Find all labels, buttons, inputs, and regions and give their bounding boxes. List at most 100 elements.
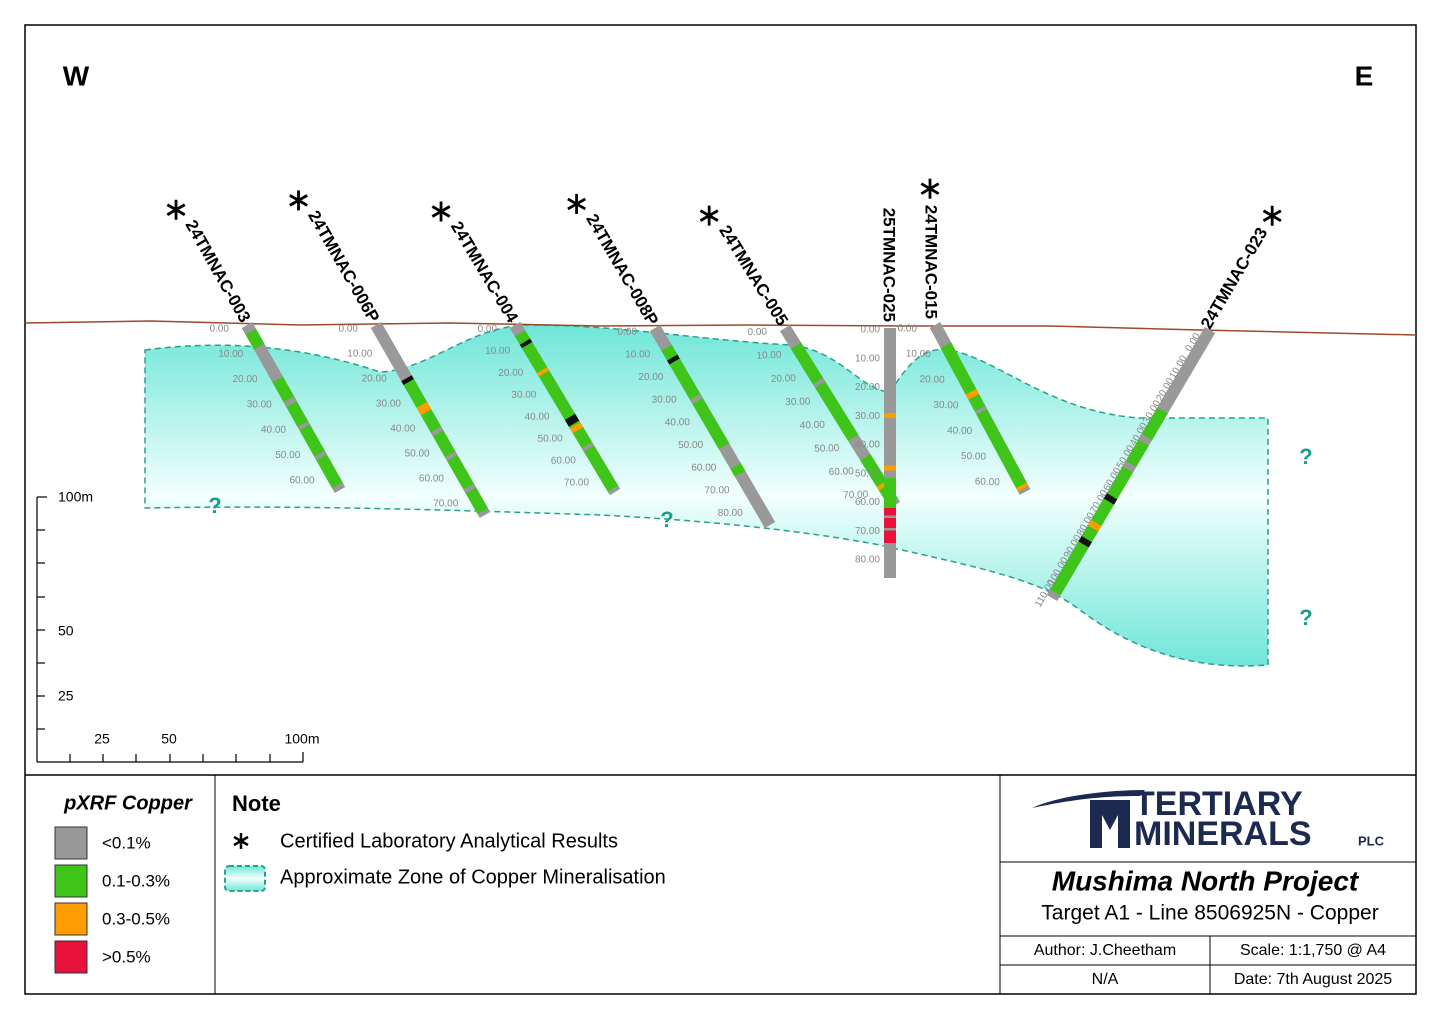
grade-interval: [514, 330, 619, 492]
depth-label: 70.00: [855, 526, 880, 537]
depth-label: 30.00: [855, 411, 880, 422]
depth-label: 40.00: [261, 425, 287, 436]
depth-label: 10.00: [485, 346, 511, 357]
grade-interval: [314, 450, 327, 460]
grade-interval: [1138, 434, 1152, 446]
topography: [24, 320, 1417, 336]
drillhole: 0.00 10.00 20.00 30.00 40.00 50.00 60.00 24TMNA…: [897, 205, 1031, 495]
depth-label: 20.00: [771, 373, 797, 385]
star-spoke: [699, 209, 719, 222]
grade-interval: [940, 342, 1029, 492]
unknown-marker: ?: [1299, 444, 1312, 469]
certified-star: [1262, 205, 1282, 226]
direction: W: [63, 60, 90, 91]
grade-interval: [401, 375, 414, 385]
grade-interval: [564, 413, 580, 427]
logo-swoosh: [1032, 790, 1145, 808]
project-title: Mushima North Project: [1052, 865, 1360, 896]
certified-star: [166, 199, 186, 220]
depth-label: 60.00: [551, 455, 577, 466]
grade-interval: [297, 421, 310, 431]
depth-label: 70.00: [433, 498, 458, 509]
depth-label: 10.00: [855, 353, 880, 364]
logo-text: MINERALS: [1134, 815, 1312, 853]
direction: E: [1355, 60, 1374, 91]
depth-label: 70.00: [564, 477, 590, 488]
depth-label: 30.00: [247, 399, 273, 410]
depth-label: 30.00: [376, 398, 401, 409]
star-icon: [233, 833, 249, 849]
grade-interval: [965, 388, 979, 400]
scale-label: 100m: [58, 489, 93, 505]
hole-name: 24TMNAC-015: [922, 205, 941, 319]
logo-text: PLC: [1358, 833, 1385, 848]
star-spoke: [567, 197, 586, 211]
depth-label: 60.00: [829, 466, 855, 478]
depth-label: 50.00: [855, 468, 880, 479]
depth-label: 0.00: [618, 327, 638, 338]
depth-label: 40.00: [800, 420, 826, 432]
grade-interval: [444, 451, 458, 461]
depth-label: 10.00: [906, 349, 932, 361]
depth-label: 0.00: [897, 323, 917, 335]
author: Author: J.Cheetham: [1034, 942, 1176, 959]
grade-interval: [1122, 460, 1137, 473]
grade-interval: [1103, 493, 1118, 505]
unknown-marker: ?: [1299, 605, 1312, 630]
depth-label: 0.00: [209, 323, 229, 334]
reference: N/A: [1092, 971, 1119, 988]
certified-star: [567, 193, 586, 214]
date: Date: 7th August 2025: [1234, 971, 1392, 988]
logo-mark: [1090, 800, 1130, 848]
scale: Scale: 1:1,750 @ A4: [1240, 942, 1386, 959]
certified-star: [289, 190, 308, 211]
grade-interval: [463, 483, 477, 494]
depth-label: 0.00: [339, 324, 359, 335]
grade-interval: [283, 396, 297, 408]
legend-swatch: [54, 826, 88, 860]
note-title: Note: [232, 791, 281, 816]
grade-interval: [569, 422, 584, 434]
hole-name: 25TMNAC-025: [880, 208, 899, 322]
depth-label: 50.00: [678, 440, 704, 451]
unknown-marker: ?: [660, 507, 673, 532]
drillhole: 0.00 10.00 20.00 30.00 40.00 50.00 60.00 70.00 8…: [855, 208, 899, 578]
depth-label: 40.00: [524, 411, 550, 422]
star-spoke: [431, 205, 451, 218]
grade-interval: [667, 354, 680, 365]
star-spoke: [289, 194, 308, 207]
depth-label: 60.00: [855, 497, 880, 508]
depth-label: 60.00: [419, 473, 444, 484]
depth-label: 50.00: [814, 443, 840, 455]
depth-label: 30.00: [652, 395, 678, 406]
certified-star: [431, 201, 451, 222]
depth-label: 80.00: [718, 508, 744, 519]
grade-interval: [519, 338, 533, 349]
legend-label: >0.5%: [102, 947, 151, 966]
depth-label: 40.00: [855, 440, 880, 451]
depth-label: 20.00: [232, 374, 258, 385]
depth-label: 30.00: [785, 396, 811, 408]
grade-interval: [581, 442, 595, 452]
project-subtitle: Target A1 - Line 8506925N - Copper: [1041, 902, 1378, 925]
grade-interval: [245, 328, 265, 350]
depth-label: 40.00: [947, 425, 973, 437]
grade-interval: [1016, 482, 1029, 492]
certified-star: [920, 178, 940, 199]
grade-interval: [430, 426, 444, 437]
certified-star: [699, 205, 719, 226]
grade-interval: [876, 480, 890, 491]
scale-bar: [36, 496, 304, 763]
depth-label: 10.00: [756, 350, 782, 362]
legend-title: pXRF Copper: [63, 792, 193, 814]
legend-swatch: [54, 864, 88, 898]
depth-label: 50.00: [961, 451, 987, 463]
legend: <0.1% 0.1-0.3% 0.3-0.5% >0.5%: [54, 826, 170, 974]
grade-interval: [790, 342, 859, 441]
note-item: Approximate Zone of Copper Mineralisatio…: [280, 866, 666, 888]
star-spoke: [166, 203, 186, 216]
legend-swatch: [54, 902, 88, 936]
depth-label: 60.00: [289, 475, 315, 486]
grade-interval: [730, 462, 746, 477]
